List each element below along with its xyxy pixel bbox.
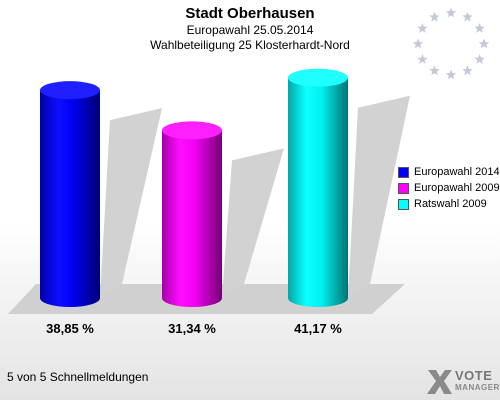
logo-text-manager: MANAGER — [455, 383, 500, 392]
legend-label: Europawahl 2009 — [414, 182, 500, 194]
bar-shadow — [348, 95, 410, 298]
legend-label: Ratswahl 2009 — [414, 198, 487, 210]
value-label-1: 38,85 % — [46, 321, 94, 336]
eu-star-icon — [417, 54, 428, 64]
eu-star-icon — [462, 11, 473, 22]
eu-star-icon — [429, 11, 440, 22]
eu-star-icon — [474, 23, 485, 33]
bar-3-top — [288, 68, 348, 87]
value-label-3: 41,17 % — [294, 321, 342, 336]
legend-label: Europawahl 2014 — [414, 166, 500, 178]
bar-shadow — [100, 108, 162, 298]
eu-star-icon — [445, 7, 457, 18]
eu-star-icon — [417, 23, 428, 33]
vote-manager-logo: VOTE MANAGER — [424, 364, 500, 398]
bar-shadow — [222, 148, 284, 298]
vote-manager-x-icon — [427, 370, 452, 394]
bar-1 — [40, 90, 100, 307]
chart-subtitle-election: Europawahl 25.05.2014 — [186, 23, 314, 37]
bar-2-top — [162, 121, 222, 140]
bar-3 — [288, 77, 348, 307]
eu-star-icon — [474, 54, 485, 64]
legend-swatch — [398, 199, 409, 210]
legend-swatch — [398, 167, 409, 178]
eu-star-icon — [462, 65, 473, 76]
legend-swatch — [398, 183, 409, 194]
footer-status: 5 von 5 Schnellmeldungen — [7, 370, 149, 384]
value-label-2: 31,34 % — [168, 321, 216, 336]
chart-title: Stadt Oberhausen — [185, 5, 315, 22]
eu-star-icon — [445, 69, 457, 80]
bar-2 — [162, 130, 222, 307]
chart-subtitle-district: Wahlbeteiligung 25 Klosterhardt-Nord — [150, 38, 350, 52]
eu-star-icon — [478, 38, 490, 49]
logo-text-vote: VOTE — [455, 368, 493, 383]
bar-1-top — [40, 81, 100, 100]
eu-star-icon — [412, 38, 424, 49]
eu-star-icon — [429, 65, 440, 76]
